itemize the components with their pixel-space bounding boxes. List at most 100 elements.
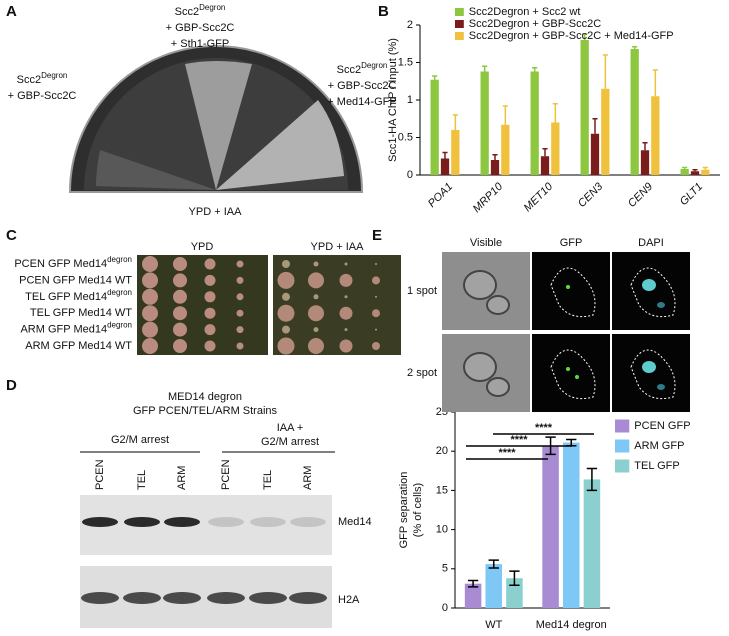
cell [486,295,510,315]
plate-image [137,255,268,355]
x-tick-label: MET10 [522,180,556,214]
legend-label: TEL GFP [634,460,679,472]
row-label-sup: degron [107,320,132,329]
row-label: PCEN GFP Med14 WT [19,274,132,286]
strain-line: + GBP-Scc2C [166,22,235,34]
spot [277,304,295,322]
blot-label: H2A [338,594,360,606]
error-bar [652,69,658,97]
spot [313,327,319,333]
spot [282,260,290,268]
band [123,592,161,604]
spot [173,273,187,288]
gfp-spot [566,367,570,371]
error-bar [682,166,688,169]
error-bar [602,54,608,89]
spot [375,295,377,298]
strain-name-sup: Degron [361,61,387,70]
legend-swatch [615,419,630,433]
spot [236,326,244,334]
x-tick-label: MRP10 [471,180,506,215]
spot [372,276,380,285]
group-label: IAA + [277,422,304,434]
y-tick-label: 20 [436,445,448,457]
micrograph [612,252,690,330]
strain-name-base: Scc2 [175,6,199,18]
strain-name-sup: Degron [199,3,225,12]
legend-swatch [615,459,630,473]
spot [204,307,216,319]
legend-label: Scc2Degron + Scc2 wt [469,6,581,18]
bar [580,40,589,175]
spot [204,274,216,286]
spot [142,256,158,272]
dapi [657,302,665,308]
dapi [642,279,656,291]
spot [142,305,158,322]
spot [236,276,244,284]
micrograph [532,252,610,330]
cell-outline [630,267,676,318]
column-label: GFP [560,237,583,249]
legend-label: PCEN GFP [634,420,690,432]
spot [173,306,187,321]
error-bar [482,65,488,72]
y-tick-label: 10 [436,524,448,536]
bar [490,160,500,175]
spot [142,338,158,354]
error-bar [592,118,598,134]
error-bar [586,467,598,492]
bar [701,169,710,175]
lane-label: TEL [262,470,274,490]
spot [142,288,158,305]
panel-label: B [378,3,389,20]
error-bar [432,75,438,80]
strain-name-sup: Degron [41,71,67,80]
x-tick-label: CEN3 [576,180,606,210]
spot [375,263,377,265]
spot [344,295,348,299]
band [124,517,160,527]
error-bar [442,151,448,159]
significance-label: **** [535,422,553,434]
bar [601,88,610,175]
column-label: YPD [191,241,214,253]
y-tick-label: 15 [436,484,448,496]
spot [308,338,324,354]
strain-name-base: Scc2 [17,74,41,86]
group-label: G2/M arrest [261,436,319,448]
spot [344,262,348,266]
cell-outline [550,267,596,318]
gfp-spot [575,375,579,379]
bar [690,171,700,175]
bar [480,71,489,175]
row-label-base: TEL GFP Med14 [25,291,107,303]
row-label-sup: degron [107,287,132,296]
blot-image [80,495,332,555]
bar [542,445,559,608]
growth [216,100,344,190]
error-bar [692,169,698,172]
error-bar [467,579,479,588]
bar [583,479,601,608]
y-tick-label: 2 [407,19,413,31]
blot-label: Med14 [338,516,372,528]
row-label: ARM GFP Med14degron [20,320,132,335]
strain-line: + GBP-Scc2C [8,90,77,102]
error-bar [532,67,538,72]
legend-swatch [615,439,630,453]
cell [486,377,510,397]
bar [501,124,510,175]
error-bar [542,148,548,157]
bar [630,49,639,175]
spot [372,342,380,350]
bar [680,169,689,175]
spot [142,321,158,338]
spot [282,325,290,334]
band [208,517,244,527]
strain-line: + GBP-Scc2C [328,80,397,92]
spot [204,291,216,303]
spot [173,322,187,337]
y-tick-label: 5 [442,563,448,575]
